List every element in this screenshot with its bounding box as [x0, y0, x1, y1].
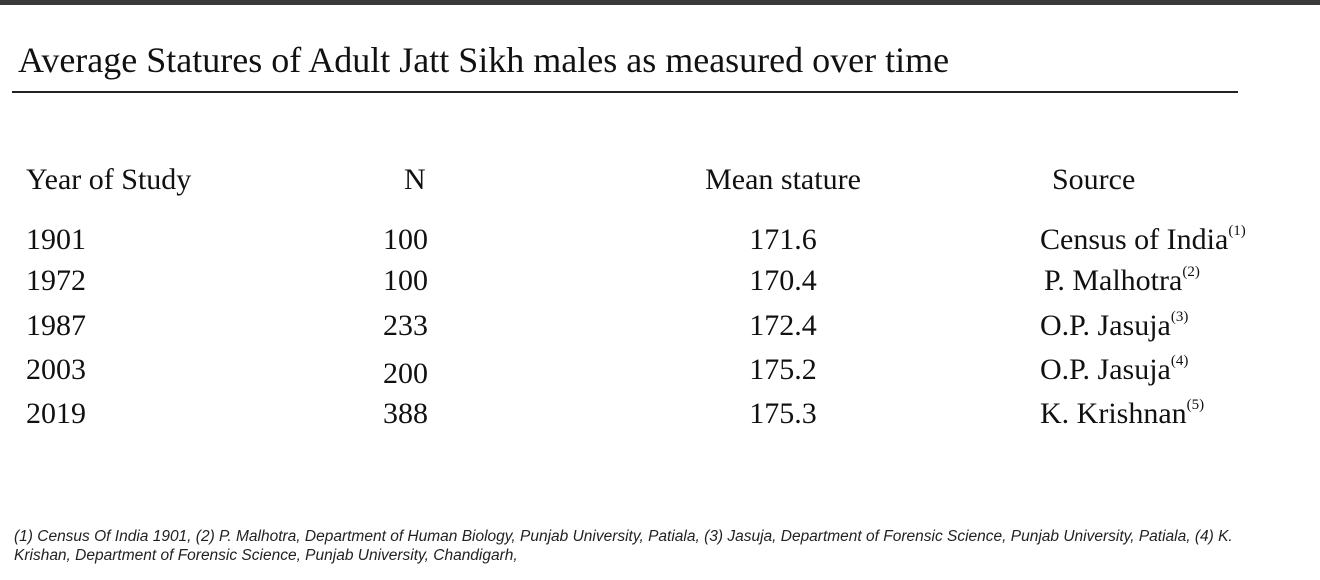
row-source: P. Malhotra(2) [1044, 263, 1200, 299]
row-n: 100 [383, 264, 428, 297]
row-year: 2003 [26, 353, 86, 386]
footnote: (1) Census Of India 1901, (2) P. Malhotr… [14, 528, 1233, 564]
row-mean-stature: 175.3 [749, 397, 817, 430]
row-year: 1972 [26, 264, 86, 297]
row-n: 388 [383, 397, 428, 430]
row-source: O.P. Jasuja(3) [1040, 308, 1188, 344]
row-mean-stature: 170.4 [749, 264, 817, 297]
row-source: K. Krishnan(5) [1040, 396, 1204, 432]
source-ref: (5) [1186, 397, 1205, 413]
header-year: Year of Study [26, 163, 192, 196]
row-n: 200 [383, 357, 428, 390]
row-source: Census of India(1) [1040, 222, 1246, 258]
row-year: 1987 [26, 309, 86, 342]
row-n: 233 [383, 309, 428, 342]
source-ref: (3) [1170, 309, 1189, 325]
page-title: Average Statures of Adult Jatt Sikh male… [18, 40, 950, 80]
header-n: N [404, 163, 426, 196]
row-year: 2019 [26, 397, 86, 430]
row-mean-stature: 172.4 [749, 309, 817, 342]
top-border-strip [0, 0, 1320, 5]
row-n: 100 [383, 223, 428, 256]
source-ref: (2) [1182, 264, 1200, 280]
source-name: Census of India [1040, 223, 1229, 256]
row-mean-stature: 171.6 [749, 223, 817, 256]
source-ref: (1) [1228, 223, 1246, 239]
source-name: O.P. Jasuja [1040, 353, 1171, 386]
source-name: P. Malhotra [1044, 264, 1183, 297]
row-year: 1901 [26, 223, 86, 256]
row-source: O.P. Jasuja(4) [1040, 352, 1188, 388]
header-source: Source [1052, 163, 1136, 196]
source-name: K. Krishnan [1040, 397, 1187, 430]
source-ref: (4) [1170, 353, 1189, 369]
row-mean-stature: 175.2 [749, 353, 817, 386]
header-mean-stature: Mean stature [705, 163, 861, 196]
source-name: O.P. Jasuja [1040, 309, 1171, 342]
title-underline [12, 91, 1238, 93]
